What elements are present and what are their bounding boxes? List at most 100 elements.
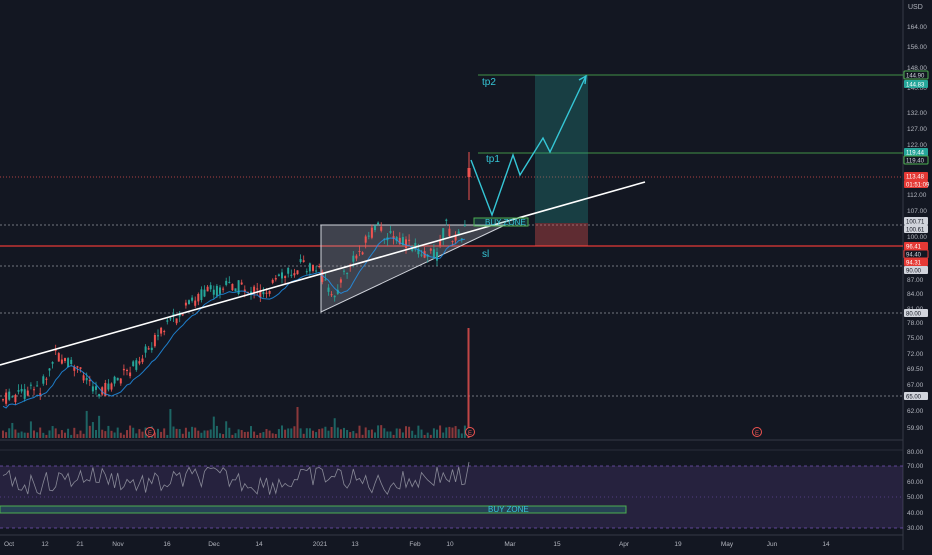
- price-badge-text: 144.90: [906, 74, 925, 80]
- earnings-marker-1[interactable]: E: [145, 427, 155, 438]
- candle: [36, 381, 39, 387]
- volume-bar: [36, 432, 39, 438]
- volume-bar: [246, 431, 249, 438]
- price-axis-tick: 112.00: [907, 192, 927, 199]
- candle: [157, 329, 159, 341]
- candle: [361, 251, 364, 256]
- candle: [339, 277, 342, 288]
- time-axis-tick: May: [721, 541, 734, 548]
- volume-bar: [116, 427, 119, 438]
- price-badge: 144.90: [903, 70, 929, 80]
- volume-bar: [432, 428, 435, 438]
- volume-bar: [88, 425, 91, 438]
- volume-bar: [67, 428, 70, 438]
- price-axis-tick: 72.00: [907, 351, 924, 358]
- projected-path-arrowhead: [578, 74, 587, 85]
- volume-bar: [423, 434, 426, 438]
- candle: [101, 386, 104, 396]
- volume-bar: [188, 431, 190, 438]
- volume-bar: [33, 430, 35, 438]
- candle: [206, 285, 209, 292]
- volume-bar: [8, 428, 11, 438]
- volume-bar: [321, 428, 324, 438]
- candle: [14, 393, 17, 405]
- price-badge: 90.00: [904, 266, 928, 275]
- earnings-marker-2[interactable]: E: [465, 427, 475, 438]
- candle: [330, 291, 333, 297]
- candle: [129, 366, 132, 379]
- candle: [17, 384, 20, 395]
- volume-bar: [138, 429, 141, 438]
- volume-bar: [243, 431, 246, 438]
- candle: [219, 285, 221, 299]
- price-axis-tick: 107.00: [907, 208, 927, 215]
- price-axis-tick: 78.00: [907, 320, 924, 327]
- price-badge-text: 113.48: [906, 175, 925, 181]
- volume-bar: [2, 430, 4, 438]
- volume-bar: [420, 429, 423, 438]
- volume-bar: [73, 427, 76, 438]
- candle: [113, 375, 116, 387]
- price-axis-tick: 69.50: [907, 366, 924, 373]
- candle: [200, 286, 203, 303]
- rsi-axis[interactable]: 80.00 70.00 60.00 50.00 40.00 30.00: [907, 449, 924, 532]
- volume-bar: [85, 410, 88, 438]
- price-candles: [2, 218, 466, 407]
- candle: [454, 231, 457, 244]
- target-zone: [535, 75, 588, 223]
- time-axis-tick: 16: [163, 541, 171, 548]
- time-axis[interactable]: Oct 12 21 Nov 16 Dec 14 2021 13 Feb 10 Mar 15 Apr 19 Ma…: [4, 541, 830, 548]
- candle: [377, 221, 380, 226]
- volume-bar: [355, 433, 358, 438]
- volume-bar: [157, 428, 159, 438]
- candle: [197, 292, 200, 306]
- volume-bar: [457, 429, 460, 438]
- volume-bar: [126, 430, 128, 438]
- candle: [181, 314, 184, 317]
- earnings-marker-3[interactable]: E: [752, 427, 762, 438]
- candle: [364, 234, 367, 249]
- candle: [98, 393, 101, 399]
- time-axis-tick: 14: [255, 541, 263, 548]
- candle: [321, 269, 324, 285]
- price-badge: 94.40: [903, 249, 929, 259]
- volume-bar: [82, 433, 85, 438]
- candle: [290, 269, 293, 278]
- volume-bar: [262, 432, 265, 438]
- volume-bar: [178, 429, 181, 438]
- candle: [259, 284, 262, 302]
- volume-bar: [343, 427, 345, 438]
- candle: [150, 342, 153, 353]
- rsi-line: [2, 461, 470, 496]
- candle: [88, 375, 91, 386]
- volume-bar: [439, 425, 442, 438]
- volume-bar: [222, 434, 225, 438]
- candle: [231, 283, 234, 291]
- candle: [262, 287, 265, 298]
- volume-bar: [460, 433, 463, 438]
- volume-bar: [45, 434, 48, 438]
- volume-bar: [417, 425, 420, 438]
- candle: [147, 345, 150, 350]
- candle: [122, 364, 125, 376]
- candle: [141, 354, 144, 365]
- candle: [60, 354, 63, 365]
- candle: [256, 282, 259, 296]
- candle: [333, 295, 336, 302]
- price-axis-tick: 132.00: [907, 110, 927, 117]
- volume-bar: [305, 428, 308, 438]
- candle: [308, 262, 311, 277]
- volume-bar: [5, 432, 8, 438]
- volume-bar: [374, 432, 376, 438]
- volume-bar: [20, 431, 23, 438]
- candle: [281, 268, 283, 284]
- candle: [432, 244, 435, 260]
- volume-bar: [339, 429, 342, 438]
- candle: [119, 377, 122, 386]
- price-axis-tick: 84.00: [907, 291, 924, 298]
- rsi-band: [0, 466, 903, 528]
- volume-bar: [228, 427, 231, 438]
- volume-bar: [153, 432, 156, 438]
- candle: [234, 288, 237, 292]
